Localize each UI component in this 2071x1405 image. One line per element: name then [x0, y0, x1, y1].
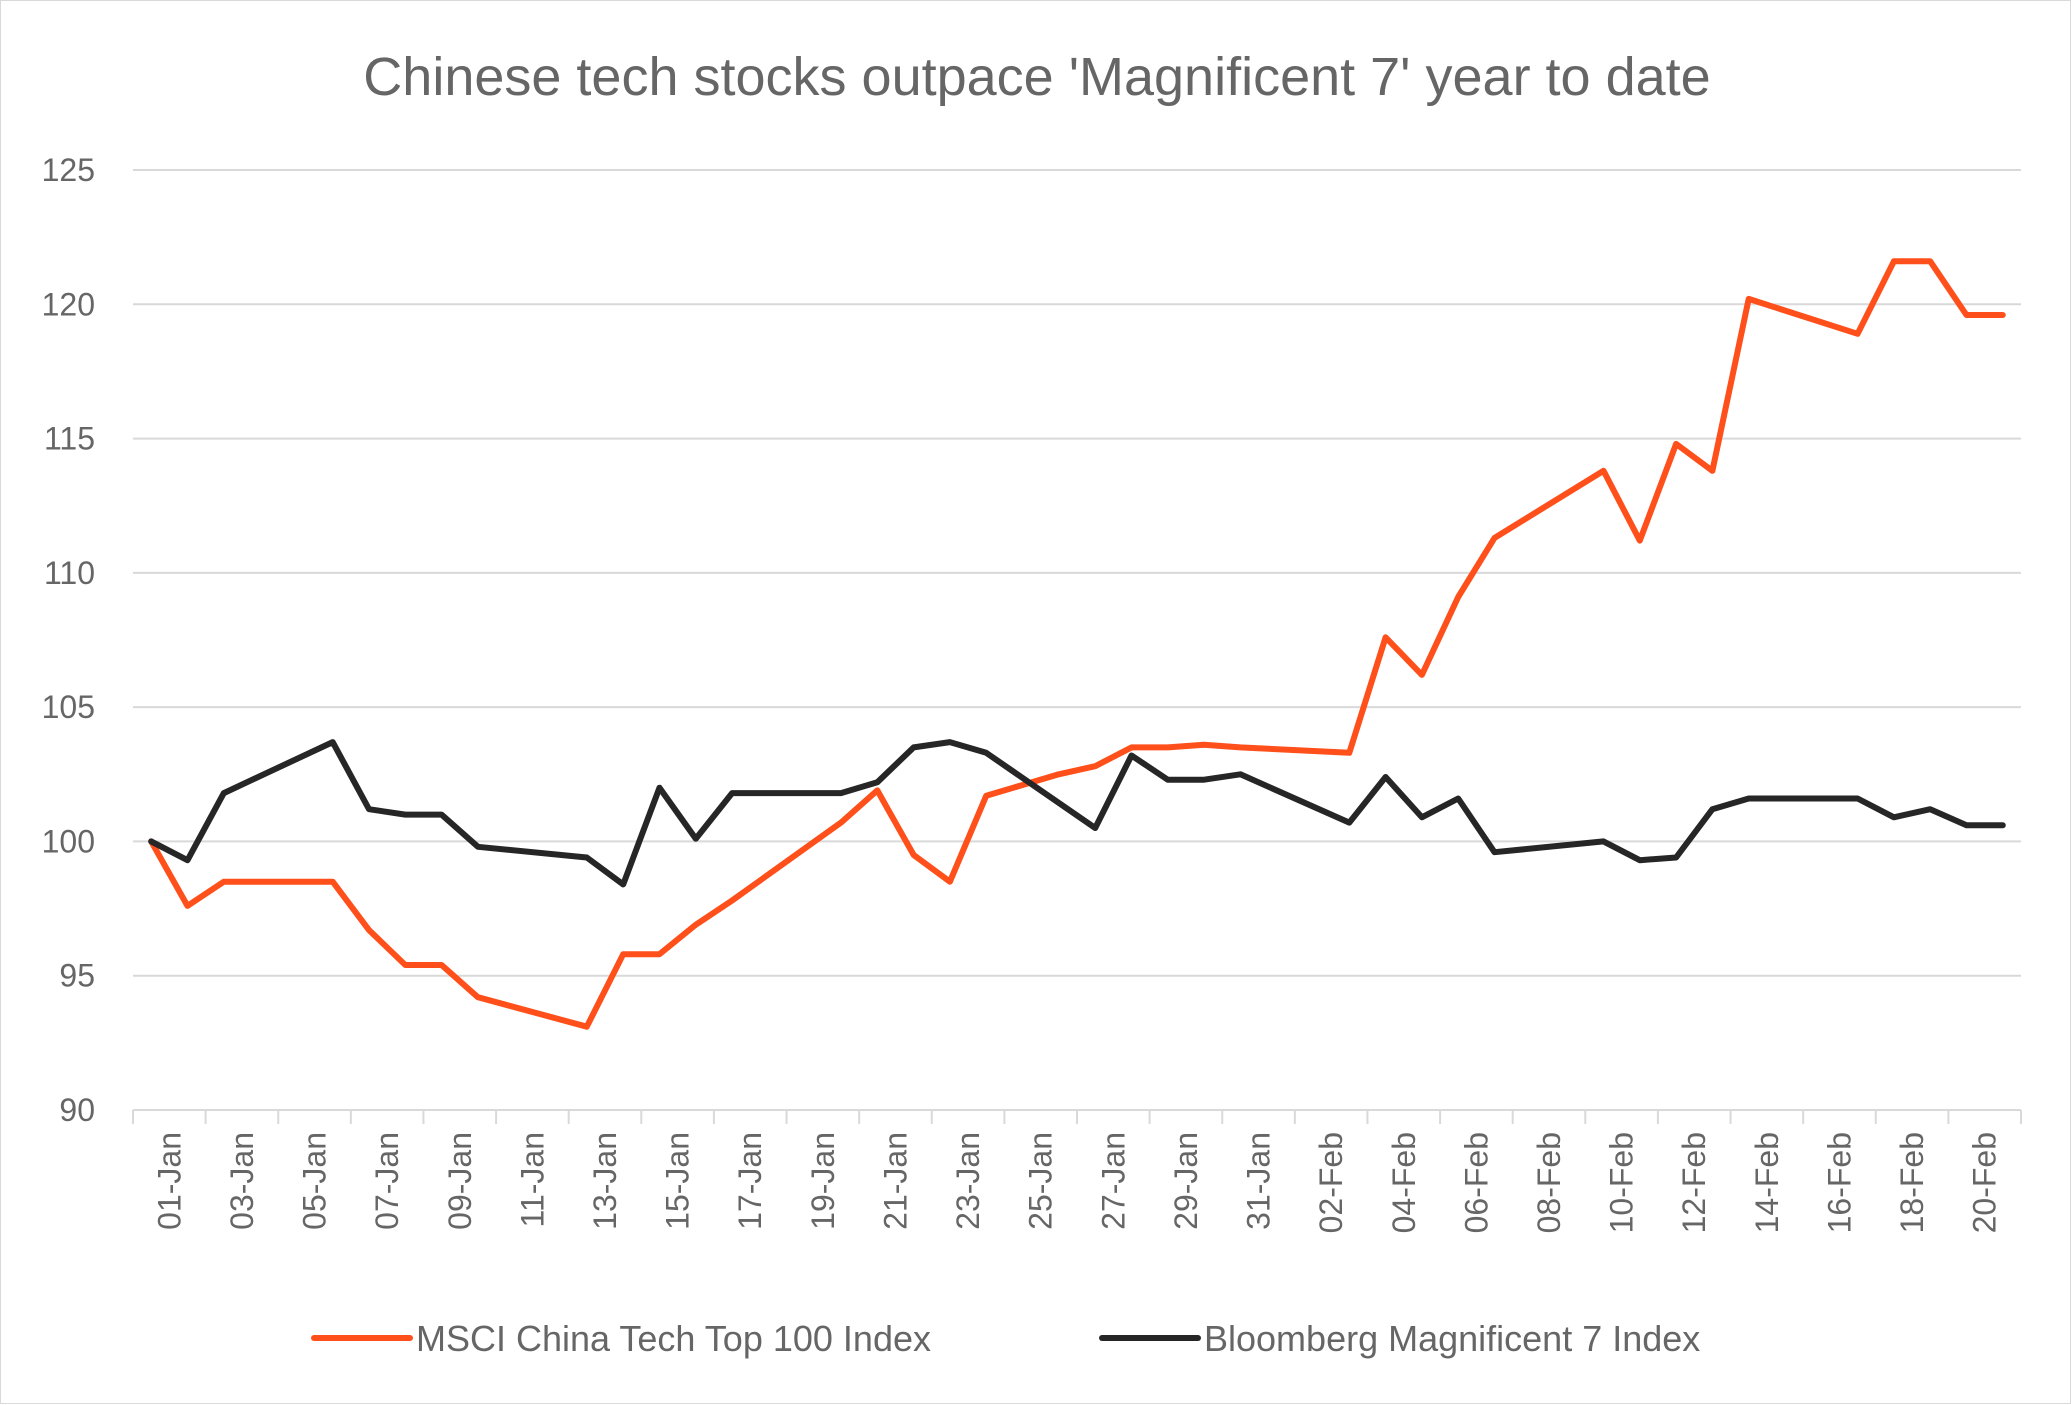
x-tick-label: 03-Jan — [224, 1132, 260, 1230]
legend-label-1: MSCI China Tech Top 100 Index — [416, 1318, 931, 1359]
x-tick-label: 09-Jan — [442, 1132, 478, 1230]
x-tick-label: 21-Jan — [877, 1132, 913, 1230]
x-tick-label: 25-Jan — [1023, 1132, 1059, 1230]
x-tick-label: 02-Feb — [1313, 1132, 1349, 1233]
x-tick-label: 07-Jan — [369, 1132, 405, 1230]
y-tick-label: 105 — [42, 689, 95, 725]
y-tick-label: 110 — [44, 555, 95, 591]
y-tick-label: 120 — [42, 286, 95, 322]
x-tick-label: 27-Jan — [1095, 1132, 1131, 1230]
series-lines — [148, 258, 2006, 1030]
x-tick-label: 15-Jan — [660, 1132, 696, 1230]
x-tick-label: 18-Feb — [1894, 1132, 1930, 1233]
x-tick-label: 31-Jan — [1241, 1132, 1277, 1230]
x-tick-label: 23-Jan — [950, 1132, 986, 1230]
x-tick-label: 14-Feb — [1749, 1132, 1785, 1233]
x-tick-label: 16-Feb — [1821, 1132, 1857, 1233]
x-tick-label: 10-Feb — [1604, 1132, 1640, 1233]
x-tick-label: 08-Feb — [1531, 1132, 1567, 1233]
y-tick-label: 100 — [42, 823, 95, 859]
x-tick-label: 05-Jan — [297, 1132, 333, 1230]
x-tick-label: 20-Feb — [1967, 1132, 2003, 1233]
x-axis: 01-Jan 03-Jan 05-Jan 07-Jan 09-Jan 11-Jan 13-J… — [132, 1110, 2022, 1233]
x-tick-label: 06-Feb — [1458, 1132, 1494, 1233]
y-tick-label: 90 — [59, 1092, 95, 1128]
x-tick-label: 17-Jan — [732, 1132, 768, 1230]
x-tick-label: 01-Jan — [151, 1132, 187, 1230]
chart-title: Chinese tech stocks outpace 'Magnificent… — [363, 47, 1710, 107]
x-tick-label: 04-Feb — [1386, 1132, 1422, 1233]
y-tick-label: 95 — [59, 958, 95, 994]
x-tick-label: 11-Jan — [514, 1132, 550, 1227]
x-tick-label: 29-Jan — [1168, 1132, 1204, 1230]
gridlines — [133, 169, 2021, 1111]
y-tick-label: 125 — [42, 152, 95, 188]
y-axis-tick-labels: 90 95 100 105 110 115 120 125 — [42, 152, 95, 1128]
legend: MSCI China Tech Top 100 Index Bloomberg M… — [311, 1318, 1700, 1359]
y-tick-label: 115 — [44, 421, 95, 457]
legend-label-2: Bloomberg Magnificent 7 Index — [1204, 1318, 1700, 1359]
x-tick-label: 12-Feb — [1676, 1132, 1712, 1233]
x-tick-label: 19-Jan — [805, 1132, 841, 1230]
x-tick-label: 13-Jan — [587, 1132, 623, 1230]
series-line-2 — [148, 739, 2006, 888]
series-line-1 — [148, 258, 2006, 1030]
